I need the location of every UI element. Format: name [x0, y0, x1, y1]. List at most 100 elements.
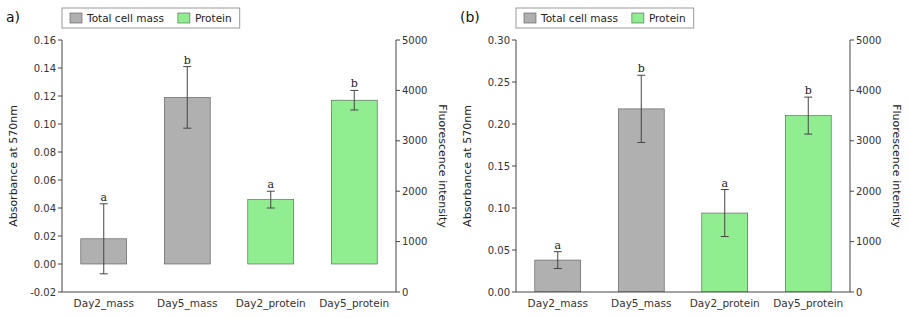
significance-letter: b [184, 54, 191, 67]
y2-tick [850, 90, 854, 91]
y-tick [58, 96, 62, 97]
y-tick [58, 208, 62, 209]
y2-tick [850, 191, 854, 192]
y-axis-line [62, 40, 63, 292]
y-tick [512, 250, 516, 251]
y-tick-label: 0.08 [34, 147, 56, 158]
y-tick [512, 40, 516, 41]
y2-tick-label: 1000 [402, 236, 427, 247]
y-tick-label: 0.12 [34, 91, 56, 102]
panel-label: (b) [460, 9, 480, 25]
legend-label: Protein [649, 12, 686, 24]
y2-tick-label: 5000 [856, 35, 881, 46]
y2-tick-label: 4000 [856, 85, 881, 96]
y-tick [58, 236, 62, 237]
y-tick-label: -0.02 [30, 287, 56, 298]
x-tick-label: Day5_protein [773, 297, 843, 310]
y2-tick-label: 0 [402, 287, 408, 298]
significance-letter: a [100, 191, 107, 204]
chart: a b a b -0.02 0.00 0.02 0.04 0.06 0.08 0.10 0.12 0.1… [0, 0, 908, 318]
y-tick-label: 0.16 [34, 35, 56, 46]
error-bar [554, 252, 562, 269]
y-tick [58, 292, 62, 293]
y2-tick [396, 241, 400, 242]
significance-letter: a [267, 178, 274, 191]
y-tick [512, 166, 516, 167]
y-tick [58, 124, 62, 125]
y2-tick-label: 0 [856, 287, 862, 298]
y-tick [512, 208, 516, 209]
legend-swatch [70, 13, 82, 23]
y-tick [512, 82, 516, 83]
x-axis-line [62, 292, 396, 293]
plot-area [81, 67, 377, 274]
y-tick-label: 0.25 [488, 77, 510, 88]
y-tick-label: 0.10 [488, 203, 510, 214]
y2-tick [396, 140, 400, 141]
legend: Total cell mass Protein [516, 8, 694, 28]
error-bar [183, 67, 191, 129]
bar [248, 200, 294, 264]
legend: Total cell mass Protein [62, 8, 240, 28]
y2-axis-line [850, 40, 851, 292]
y2-tick [396, 292, 400, 293]
significance-letter: a [721, 177, 728, 190]
y-tick-label: 0.14 [34, 63, 56, 74]
y-tick [512, 124, 516, 125]
panel-label: a) [6, 9, 20, 25]
y-tick-label: 0.06 [34, 175, 56, 186]
y2-tick-label: 2000 [402, 186, 427, 197]
y-axis-label: Absorbance at 570nm [7, 105, 20, 227]
y2-tick-label: 4000 [402, 85, 427, 96]
y-axis-label: Absorbance at 570nm [461, 105, 474, 227]
y-tick-label: 0.02 [34, 231, 56, 242]
y-tick [512, 292, 516, 293]
y2-axis-label: Fluorescence intensity [436, 104, 449, 228]
plot-area [535, 75, 831, 292]
legend-swatch [632, 13, 644, 23]
panel: a b a b -0.02 0.00 0.02 0.04 0.06 0.08 0.10 0.12 0.1… [6, 8, 449, 310]
x-tick-label: Day2_mass [74, 297, 134, 310]
y-tick [58, 152, 62, 153]
error-bar [637, 75, 645, 142]
y-tick [58, 68, 62, 69]
y2-axis-label: Fluorescence intensity [890, 104, 903, 228]
significance-letter: a [554, 239, 561, 252]
y-tick-label: 0.04 [34, 203, 56, 214]
legend-label: Total cell mass [86, 12, 164, 24]
y2-tick-label: 1000 [856, 236, 881, 247]
legend-swatch [178, 13, 190, 23]
y2-tick [850, 140, 854, 141]
y-tick [58, 180, 62, 181]
error-bar [267, 191, 275, 208]
x-tick-label: Day2_protein [690, 297, 760, 310]
y-tick [58, 40, 62, 41]
x-axis-line [516, 292, 850, 293]
y2-tick [850, 241, 854, 242]
y-tick-label: 0.15 [488, 161, 510, 172]
x-tick-label: Day5_mass [157, 297, 217, 310]
y2-tick-label: 2000 [856, 186, 881, 197]
y-tick [58, 264, 62, 265]
legend-label: Protein [195, 12, 232, 24]
significance-letter: b [351, 77, 358, 90]
legend-swatch [524, 13, 536, 23]
y-tick-label: 0.05 [488, 245, 510, 256]
significance-letter: b [638, 62, 645, 75]
y2-tick-label: 3000 [856, 135, 881, 146]
y2-tick [850, 40, 854, 41]
y2-axis-line [396, 40, 397, 292]
y-tick-label: 0.00 [34, 259, 56, 270]
x-tick-label: Day5_protein [319, 297, 389, 310]
bar [331, 100, 377, 264]
y-tick-label: 0.10 [34, 119, 56, 130]
panel: abab0.000.050.100.150.200.250.3001000200… [460, 8, 903, 310]
legend-label: Total cell mass [540, 12, 618, 24]
legend-frame [516, 8, 694, 28]
bar [785, 116, 831, 292]
error-bar [100, 204, 108, 274]
y2-tick [396, 90, 400, 91]
legend-frame [62, 8, 240, 28]
x-tick-label: Day2_mass [528, 297, 588, 310]
y2-tick [396, 40, 400, 41]
